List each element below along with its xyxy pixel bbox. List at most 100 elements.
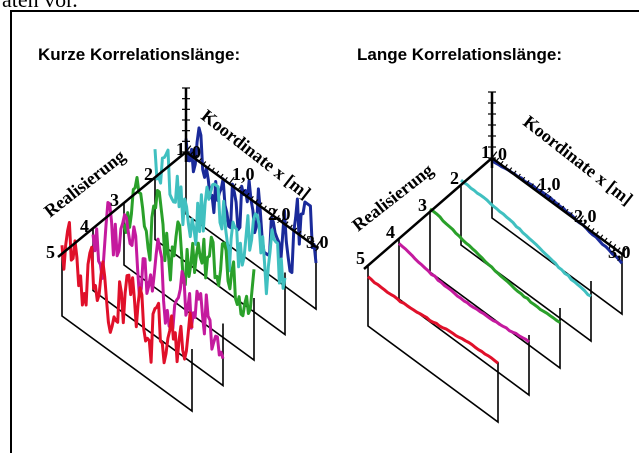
realisation-curve-4 [91, 201, 225, 360]
realisation-axis [57, 151, 187, 258]
coordinate-tick-mark [293, 227, 298, 232]
realisation-curve-3 [122, 176, 256, 318]
coordinate-tick-mark [547, 196, 552, 200]
coordinate-tick-mark [599, 234, 604, 239]
panel-title-long: Lange Korrelationslänge: [357, 45, 562, 64]
coordinate-tick-mark [565, 208, 569, 213]
coordinate-tick-1: 1,0 [232, 164, 255, 184]
realisation-tick-2: 2 [144, 164, 153, 184]
coordinate-tick-mark [552, 199, 556, 204]
realisation-tick-4: 4 [80, 216, 89, 236]
coordinate-tick-mark [306, 237, 311, 242]
coordinate-tick-mark [556, 202, 560, 207]
realisation-curve-5 [60, 221, 194, 365]
realisation-curve-5 [367, 275, 499, 365]
coordinate-tick-mark [608, 240, 612, 245]
coordinate-tick-mark [500, 160, 504, 165]
coordinate-tick-mark [207, 164, 211, 169]
coordinate-tick-mark [215, 170, 220, 175]
coordinate-tick-mark [237, 186, 241, 191]
coordinate-tick-mark [521, 176, 526, 181]
coordinate-tick-mark [315, 240, 322, 248]
coordinate-ticks-short: 0 1,0 2,0 3,0 [192, 142, 329, 252]
realisation-curve-4 [398, 242, 530, 344]
coordinate-tick-mark [202, 161, 207, 166]
realisation-tick-1: 1 [481, 142, 490, 162]
strip-frame-2 [460, 185, 592, 343]
panel-short-correlation: Kurze Korrelationslänge: Realisierung Ko… [38, 45, 329, 413]
coordinate-tick-mark [508, 167, 513, 172]
coordinate-tick-2: 2,0 [268, 204, 291, 224]
panel-long-correlation: Lange Korrelationslänge: Realisierung Ko… [348, 45, 637, 424]
strip-frame-4 [398, 239, 530, 397]
coordinate-tick-mark [504, 164, 508, 168]
coordinate-tick-mark [612, 244, 617, 248]
coordinate-tick-mark [198, 157, 202, 162]
coordinate-tick-mark [517, 173, 521, 178]
coordinate-tick-mark [513, 170, 517, 175]
coordinate-tick-mark [280, 218, 285, 223]
coordinate-tick-mark [595, 231, 599, 236]
realisation-axis [363, 157, 493, 270]
coordinate-tick-mark [224, 176, 228, 181]
realisation-tick-4: 4 [386, 222, 395, 242]
realisation-curve-3 [429, 207, 561, 324]
coordinate-tick-mark [289, 224, 293, 229]
coordinate-tick-mark [272, 208, 278, 216]
coordinate-tick-1: 1,0 [538, 174, 561, 194]
realisation-tick-5: 5 [46, 242, 55, 262]
coordinate-tick-mark [573, 215, 578, 220]
coordinate-tick-mark [578, 215, 584, 223]
coordinate-tick-mark [185, 145, 192, 153]
realisation-curve-2 [153, 148, 287, 296]
coordinate-ticks-long: 0 1,0 2,0 3,0 [498, 144, 631, 262]
coordinate-tick-mark [285, 221, 289, 226]
realisation-ticks-long: 1 2 3 4 5 [356, 142, 490, 268]
realisation-tick-1: 1 [176, 139, 185, 159]
axes-long [363, 91, 628, 270]
coordinate-tick-mark [246, 192, 250, 197]
coordinate-tick-mark [569, 212, 573, 216]
coordinate-tick-mark [233, 183, 237, 188]
realisation-tick-3: 3 [418, 195, 427, 215]
coordinate-tick-mark [495, 157, 500, 162]
coordinate-tick-mark [543, 192, 547, 197]
coordinate-tick-mark [263, 205, 267, 210]
coordinate-tick-mark [491, 151, 498, 159]
coordinate-tick-mark [530, 183, 534, 188]
panel-title-short: Kurze Korrelationslänge: [38, 45, 240, 64]
coordinate-tick-mark [228, 176, 235, 185]
coordinate-tick-0: 0 [498, 144, 507, 164]
coordinate-tick-mark [276, 214, 280, 219]
coordinate-tick-mark [621, 247, 628, 255]
coordinate-tick-mark [241, 189, 246, 194]
coordinate-tick-3: 3,0 [306, 232, 329, 252]
coordinate-tick-mark [604, 237, 608, 242]
coordinate-tick-mark [194, 154, 198, 159]
coordinate-tick-mark [259, 202, 263, 207]
preceding-text-fragment: aten vor. [2, 0, 78, 13]
coordinate-tick-mark [560, 205, 565, 210]
figure-frame [10, 10, 639, 453]
coordinate-tick-mark [591, 228, 595, 232]
coordinate-tick-3: 3,0 [608, 242, 631, 262]
coordinate-tick-mark [302, 233, 306, 238]
coordinate-tick-mark [298, 230, 302, 235]
strip-frame-1 [185, 152, 317, 311]
coordinate-tick-mark [254, 199, 259, 204]
coordinate-tick-mark [189, 151, 194, 156]
realisation-tick-2: 2 [450, 168, 459, 188]
coordinate-tick-mark [211, 167, 215, 172]
realisation-tick-3: 3 [110, 190, 119, 210]
strip-frame-5 [367, 266, 499, 424]
strip-frame-5 [61, 254, 193, 413]
axes-short [57, 87, 322, 258]
coordinate-tick-mark [539, 189, 543, 194]
realisation-curves-short [60, 126, 318, 365]
realisation-ticks-short: 1 2 3 4 5 [46, 139, 185, 262]
coordinate-tick-mark [617, 247, 621, 252]
realisation-curve-2 [460, 179, 592, 298]
realisation-tick-5: 5 [356, 248, 365, 268]
coordinate-tick-mark [534, 183, 541, 191]
